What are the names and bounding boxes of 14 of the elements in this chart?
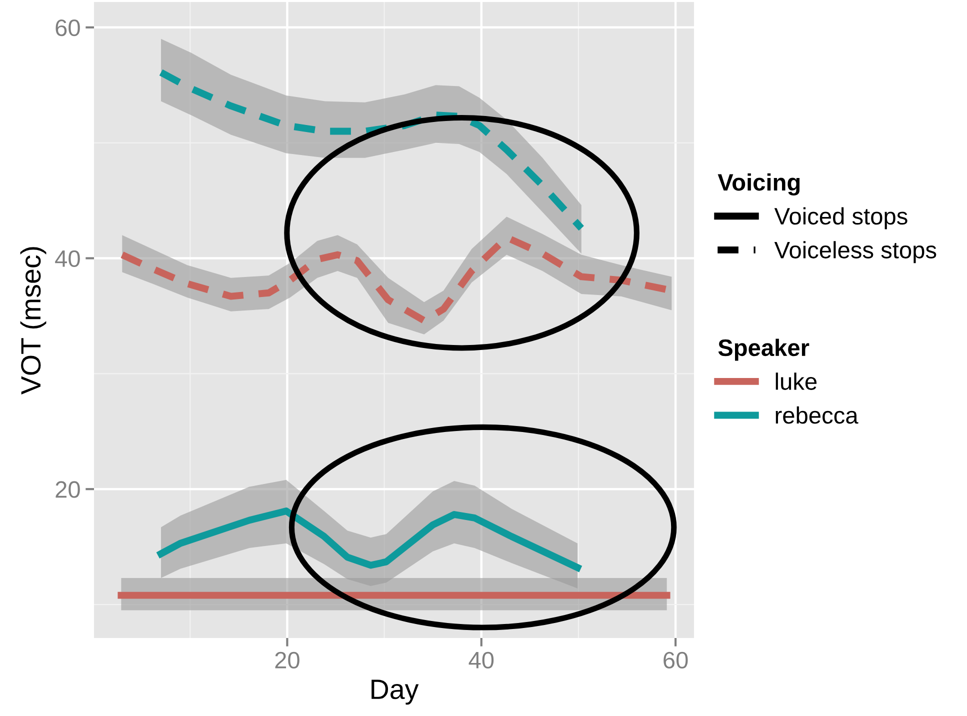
- y-axis-title: VOT (msec): [20, 247, 46, 394]
- legend-title: Speaker: [718, 338, 810, 361]
- x-tick-label: 60: [664, 652, 688, 669]
- x-tick-label: 20: [275, 652, 300, 669]
- legend-label: rebecca: [776, 406, 858, 424]
- text: Voiceless stops: [774, 241, 936, 264]
- x-tick-label: 40: [468, 652, 494, 669]
- text: Voiced stops: [774, 207, 908, 230]
- y-tick-label: 20: [56, 481, 80, 498]
- y-tick-label: 40: [55, 250, 80, 268]
- text: Voicing: [718, 173, 800, 196]
- legend-label: luke: [776, 372, 817, 390]
- x-axis-title: Day: [372, 680, 419, 705]
- y-tick-label: 60: [56, 19, 80, 36]
